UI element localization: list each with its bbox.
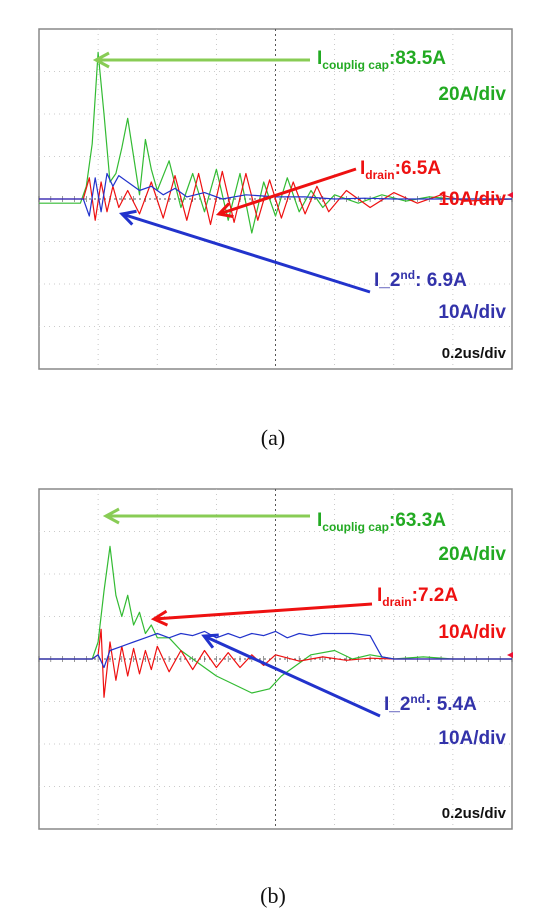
label-coupling-name: I (317, 510, 322, 531)
label-coupling-sub: couplig cap (322, 58, 389, 72)
arrow-drain (153, 602, 373, 621)
trigger-marker-icon (507, 652, 513, 658)
label-second-value: : 5.4A (425, 694, 477, 715)
arrowhead-coupling-icon (102, 507, 120, 525)
scale-coupling: 20A/div (438, 544, 506, 565)
scale-coupling: 20A/div (438, 84, 506, 105)
trace-coupling (39, 545, 512, 694)
label-second-sup: nd (400, 268, 415, 282)
scale-second: 10A/div (438, 728, 506, 749)
scope-panel-a: Icouplig cap:83.5A 20A/div Idrain:6.5A 10A/… (38, 28, 513, 370)
arrowhead-second-icon (118, 209, 137, 226)
label-coupling-value: :63.3A (389, 510, 446, 531)
label-coupling-value: :83.5A (389, 48, 446, 69)
label-drain-name: I (377, 585, 382, 606)
timebase-label: 0.2us/div (442, 805, 507, 822)
caption-b: (b) (260, 883, 286, 908)
label-second: I_2nd: 6.9A (374, 268, 467, 291)
label-drain-sub: drain (382, 595, 411, 609)
scale-drain: 10A/div (438, 189, 506, 210)
label-coupling-sub: couplig cap (322, 520, 389, 534)
trace-drain (39, 170, 513, 226)
timebase-label: 0.2us/div (442, 345, 507, 362)
trigger-marker-icon (507, 192, 513, 198)
trace-second (39, 172, 512, 217)
trace-coupling (39, 51, 512, 234)
label-coupling-name: I (317, 48, 322, 69)
arrow-second (203, 634, 381, 718)
arrow-drain (218, 167, 357, 216)
label-second-name: I_2 (384, 694, 410, 715)
label-drain-value: :7.2A (412, 585, 459, 606)
arrowhead-drain-icon (215, 202, 234, 219)
label-drain-sub: drain (365, 168, 394, 182)
label-coupling: Icouplig cap:83.5A (317, 48, 446, 72)
arrowhead-drain-icon (150, 609, 169, 627)
caption-a: (a) (260, 425, 286, 450)
arrowhead-second-icon (201, 633, 219, 649)
label-coupling: Icouplig cap:63.3A (317, 510, 446, 534)
trace-second (39, 630, 512, 669)
scale-second: 10A/div (438, 302, 506, 323)
label-second-value: : 6.9A (415, 270, 467, 291)
label-drain-value: :6.5A (395, 158, 442, 179)
scale-drain: 10A/div (438, 622, 506, 643)
label-drain-name: I (360, 158, 365, 179)
label-second-name: I_2 (374, 270, 400, 291)
arrow-second (121, 212, 371, 294)
arrowhead-coupling-icon (92, 51, 110, 69)
label-drain: Idrain:7.2A (377, 585, 458, 609)
scope-panel-b: Icouplig cap:63.3A 20A/div Idrain:7.2A 10A/… (38, 488, 513, 830)
label-drain: Idrain:6.5A (360, 158, 441, 182)
label-second: I_2nd: 5.4A (384, 692, 477, 715)
trace-drain (39, 628, 512, 698)
label-second-sup: nd (410, 692, 425, 706)
